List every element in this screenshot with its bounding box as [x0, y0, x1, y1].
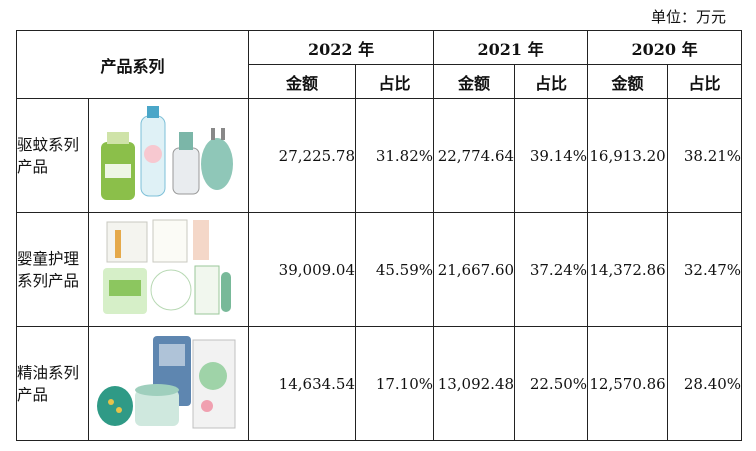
amount-2021: 13,092.48	[433, 326, 516, 441]
share-2022: 31.82%	[355, 98, 435, 213]
header-amount: 金额	[248, 64, 357, 99]
header-share: 占比	[667, 64, 743, 99]
amount-2020: 12,570.86	[587, 326, 669, 441]
amount-2022: 14,634.54	[248, 326, 357, 441]
row-name: 精油系列产品	[16, 326, 89, 441]
share-2020: 28.40%	[667, 326, 743, 441]
header-share: 占比	[514, 64, 589, 99]
essential-oil-products-image	[87, 326, 250, 441]
row-name: 婴童护理系列产品	[16, 212, 89, 327]
amount-2021: 22,774.64	[433, 98, 516, 213]
amount-2022: 27,225.78	[248, 98, 357, 213]
row-name: 驱蚊系列产品	[16, 98, 89, 213]
share-2021: 39.14%	[514, 98, 589, 213]
table-row: 婴童护理系列产品 39,009.04 45.59% 21,667.60 37.2…	[16, 212, 743, 327]
header-year-2021: 2021 年	[433, 30, 589, 65]
table-row: 精油系列产品 14,634.54 17.10% 13,092.48 22.50%…	[16, 326, 743, 441]
share-2022: 45.59%	[355, 212, 435, 327]
share-2021: 22.50%	[514, 326, 589, 441]
product-revenue-table: 产品系列 2022 年 2021 年 2020 年 金额 占比 金额 占比 金额…	[15, 30, 743, 441]
header-year-2020: 2020 年	[587, 30, 743, 65]
amount-2022: 39,009.04	[248, 212, 357, 327]
baby-care-products-image	[87, 212, 250, 327]
share-2020: 38.21%	[667, 98, 743, 213]
header-year-2022: 2022 年	[248, 30, 435, 65]
mosquito-repellent-products-image	[87, 98, 250, 213]
header-share: 占比	[355, 64, 435, 99]
header-product-series: 产品系列	[15, 30, 250, 99]
unit-label: 单位：万元	[650, 8, 726, 26]
table-row: 驱蚊系列产品 27,225.78 31.82% 22,774.64 39.14%…	[16, 98, 743, 213]
share-2022: 17.10%	[355, 326, 435, 441]
amount-2020: 14,372.86	[587, 212, 669, 327]
share-2020: 32.47%	[667, 212, 743, 327]
header-amount: 金额	[587, 64, 669, 99]
amount-2020: 16,913.20	[587, 98, 669, 213]
header-amount: 金额	[433, 64, 516, 99]
share-2021: 37.24%	[514, 212, 589, 327]
amount-2021: 21,667.60	[433, 212, 516, 327]
